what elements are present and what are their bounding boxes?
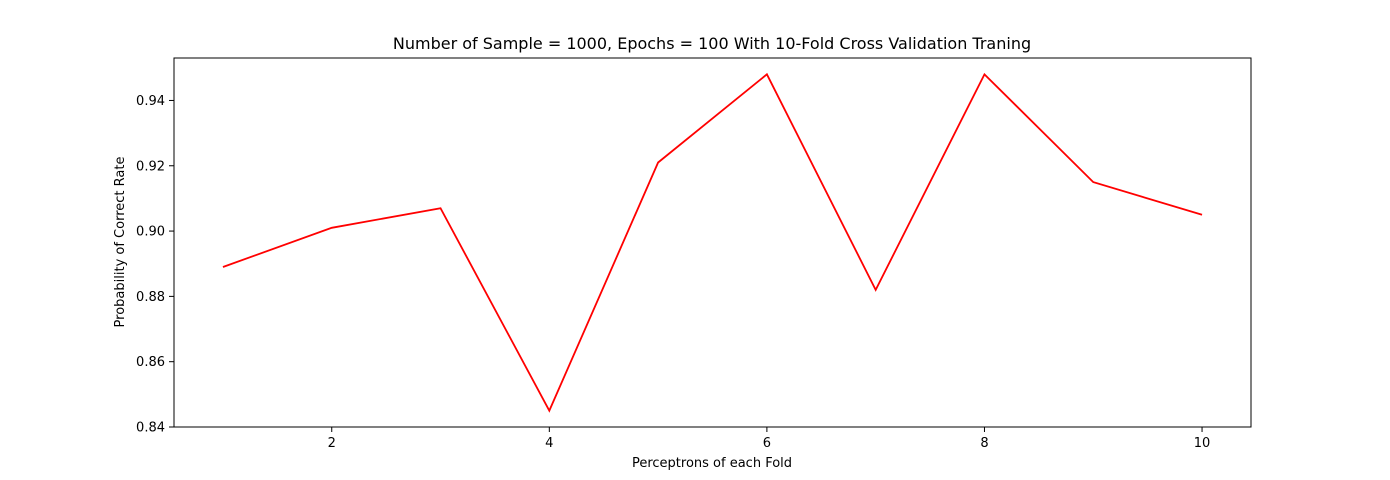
chart-title: Number of Sample = 1000, Epochs = 100 Wi… <box>393 34 1031 53</box>
series-layer <box>221 72 1204 413</box>
y-axis-ticks: 0.84 0.86 0.88 0.90 0.92 0.94 <box>136 94 174 436</box>
y-tick-label: 0.92 <box>136 159 165 174</box>
x-axis-label: Perceptrons of each Fold <box>632 456 792 471</box>
x-tick-label: 6 <box>763 436 771 451</box>
data-point <box>1091 180 1095 184</box>
x-tick-label: 4 <box>545 436 553 451</box>
data-point <box>656 160 660 164</box>
x-axis-ticks: 2 4 6 8 10 <box>328 427 1211 451</box>
y-tick-label: 0.90 <box>136 225 165 240</box>
x-tick-label: 8 <box>980 436 988 451</box>
data-point <box>765 72 769 76</box>
y-tick-label: 0.86 <box>136 355 165 370</box>
data-point <box>221 265 225 269</box>
y-tick-label: 0.94 <box>136 94 165 109</box>
data-point <box>439 206 443 210</box>
data-point <box>1200 213 1204 217</box>
series-line <box>222 72 1203 413</box>
y-axis-label: Probability of Correct Rate <box>113 157 128 328</box>
y-tick-label: 0.84 <box>136 421 165 436</box>
x-tick-label: 2 <box>328 436 336 451</box>
y-tick-label: 0.88 <box>136 290 165 305</box>
data-point <box>874 288 878 292</box>
data-point <box>547 409 551 413</box>
data-point <box>982 72 986 76</box>
x-tick-label: 10 <box>1194 436 1211 451</box>
plot-area-frame <box>173 57 1252 428</box>
data-point <box>330 226 334 230</box>
